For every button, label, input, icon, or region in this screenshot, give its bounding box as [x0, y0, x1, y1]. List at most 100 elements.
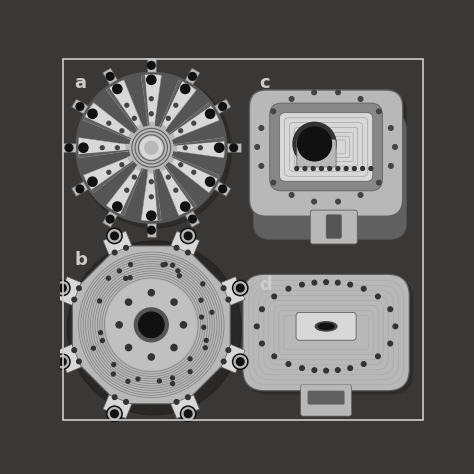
Circle shape: [124, 276, 128, 280]
Polygon shape: [58, 277, 82, 305]
Polygon shape: [185, 68, 200, 85]
Circle shape: [312, 368, 317, 373]
Circle shape: [210, 310, 214, 314]
Polygon shape: [221, 277, 245, 305]
Circle shape: [289, 192, 294, 197]
Circle shape: [174, 103, 178, 107]
Circle shape: [164, 262, 167, 266]
Circle shape: [67, 241, 241, 415]
Wedge shape: [151, 148, 219, 179]
Wedge shape: [83, 148, 151, 193]
Circle shape: [199, 146, 202, 150]
Circle shape: [388, 307, 392, 311]
Circle shape: [215, 143, 224, 152]
Circle shape: [311, 166, 315, 171]
Circle shape: [272, 294, 276, 299]
FancyBboxPatch shape: [310, 210, 357, 244]
Circle shape: [293, 122, 336, 165]
Circle shape: [112, 395, 117, 400]
Circle shape: [392, 145, 397, 149]
Circle shape: [259, 126, 264, 130]
Polygon shape: [171, 395, 200, 419]
Polygon shape: [62, 143, 76, 152]
Wedge shape: [151, 80, 196, 148]
Circle shape: [204, 338, 208, 342]
Circle shape: [300, 283, 304, 287]
Circle shape: [58, 284, 66, 292]
Polygon shape: [103, 395, 132, 419]
Polygon shape: [227, 143, 241, 152]
Circle shape: [184, 410, 192, 418]
Circle shape: [206, 177, 215, 186]
Circle shape: [126, 299, 132, 305]
Circle shape: [358, 97, 363, 101]
Circle shape: [271, 180, 275, 185]
Circle shape: [116, 322, 122, 328]
Circle shape: [183, 146, 187, 150]
Wedge shape: [151, 148, 196, 208]
Wedge shape: [151, 137, 225, 158]
Circle shape: [181, 322, 187, 328]
Text: d: d: [259, 276, 272, 294]
Polygon shape: [221, 345, 245, 373]
Circle shape: [336, 368, 340, 373]
Wedge shape: [151, 137, 224, 148]
FancyBboxPatch shape: [243, 274, 409, 391]
Circle shape: [177, 274, 182, 278]
Circle shape: [201, 282, 205, 286]
Circle shape: [233, 280, 248, 296]
Polygon shape: [214, 182, 231, 196]
Circle shape: [192, 170, 196, 174]
Circle shape: [271, 109, 275, 114]
Circle shape: [132, 117, 136, 120]
Circle shape: [189, 215, 196, 223]
Circle shape: [58, 358, 66, 365]
Polygon shape: [73, 246, 230, 404]
Wedge shape: [151, 80, 182, 148]
Circle shape: [171, 345, 177, 351]
Circle shape: [312, 199, 317, 204]
FancyBboxPatch shape: [253, 94, 407, 220]
Circle shape: [134, 308, 168, 342]
Circle shape: [166, 117, 170, 120]
Circle shape: [189, 73, 196, 80]
Circle shape: [147, 62, 155, 69]
Circle shape: [149, 195, 153, 199]
Text: b: b: [74, 251, 87, 269]
Circle shape: [186, 250, 190, 255]
Circle shape: [188, 370, 192, 374]
Wedge shape: [151, 124, 168, 148]
Circle shape: [124, 246, 128, 250]
Circle shape: [255, 324, 259, 328]
Circle shape: [221, 286, 226, 291]
Circle shape: [182, 230, 194, 242]
Circle shape: [110, 410, 118, 418]
Circle shape: [98, 299, 101, 303]
Circle shape: [107, 280, 196, 370]
Circle shape: [286, 286, 291, 291]
Circle shape: [106, 73, 114, 80]
Circle shape: [361, 166, 365, 171]
Circle shape: [369, 166, 373, 171]
Wedge shape: [106, 88, 151, 148]
Circle shape: [166, 175, 170, 179]
Circle shape: [336, 280, 340, 285]
FancyBboxPatch shape: [270, 103, 383, 191]
Circle shape: [328, 166, 332, 171]
Circle shape: [56, 282, 69, 294]
Circle shape: [361, 362, 366, 366]
Wedge shape: [151, 103, 211, 148]
Circle shape: [389, 164, 393, 168]
Circle shape: [115, 146, 119, 150]
Circle shape: [179, 163, 182, 167]
Circle shape: [79, 143, 88, 152]
Polygon shape: [72, 182, 88, 196]
Text: c: c: [259, 74, 270, 92]
Circle shape: [176, 269, 180, 273]
Circle shape: [55, 354, 70, 369]
Circle shape: [237, 358, 244, 365]
Circle shape: [179, 129, 182, 133]
Circle shape: [107, 228, 122, 244]
Wedge shape: [106, 148, 151, 216]
Polygon shape: [185, 211, 200, 228]
